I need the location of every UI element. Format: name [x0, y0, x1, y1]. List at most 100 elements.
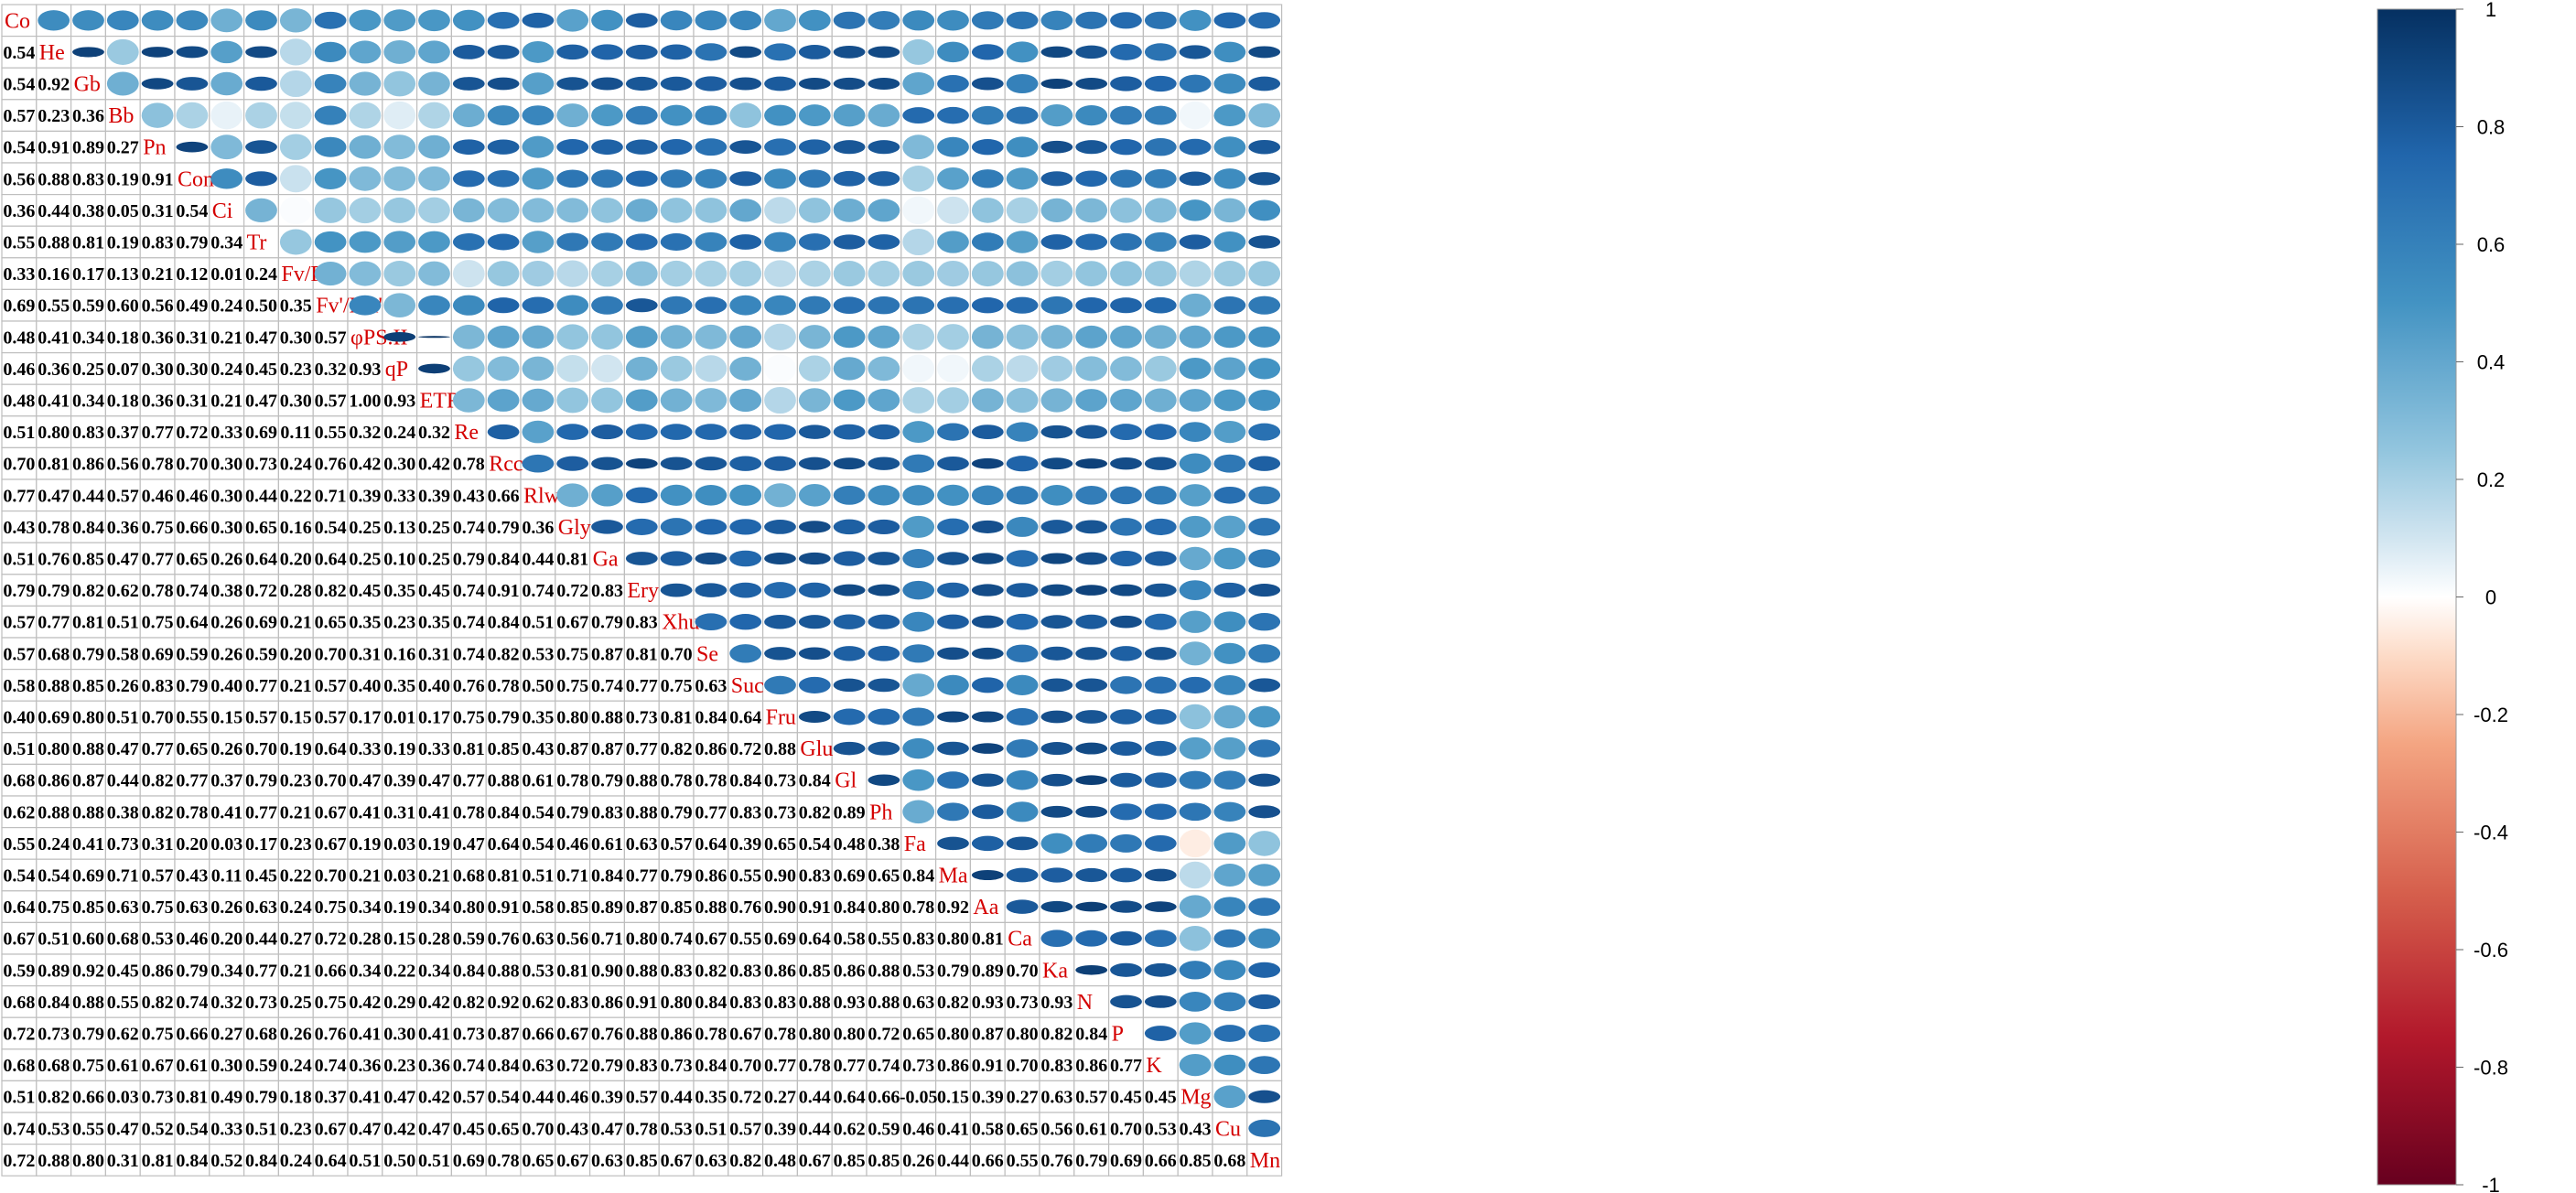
correlation-value-label: 0.36	[38, 360, 70, 380]
grid-cell	[347, 542, 383, 575]
correlation-ellipse	[1248, 199, 1281, 221]
correlation-value-label: 0.54	[3, 138, 35, 158]
correlation-value-label: 0.54	[488, 1088, 520, 1108]
correlation-value-label: 0.69	[834, 866, 866, 887]
correlation-ellipse	[971, 773, 1004, 787]
correlation-value-label: 0.62	[107, 581, 139, 601]
correlation-ellipse	[798, 139, 831, 156]
correlation-ellipse	[72, 47, 104, 58]
correlation-value-label: 0.78	[902, 897, 934, 918]
correlation-ellipse	[1179, 676, 1212, 693]
correlation-ellipse	[1110, 424, 1142, 441]
correlation-value-label: 0.72	[868, 1025, 900, 1045]
correlation-ellipse	[729, 550, 762, 567]
grid-cell	[174, 257, 210, 290]
correlation-value-label: 0.78	[764, 1025, 796, 1045]
grid-cell	[1, 4, 38, 38]
correlation-ellipse	[695, 43, 728, 61]
correlation-value-label: 0.72	[556, 581, 588, 601]
correlation-ellipse	[729, 171, 762, 187]
correlation-ellipse	[1075, 710, 1108, 724]
correlation-value-label: 0.76	[591, 1025, 623, 1045]
correlation-ellipse	[868, 199, 900, 222]
correlation-value-label: 0.41	[349, 802, 381, 822]
correlation-value-label: 0.55	[729, 866, 761, 887]
correlation-value-label: 0.67	[695, 930, 727, 950]
correlation-ellipse	[1006, 422, 1039, 442]
grid-cell	[174, 637, 210, 671]
correlation-value-label: 0.72	[729, 739, 761, 759]
correlation-ellipse	[971, 169, 1004, 188]
correlation-value-label: 0.67	[556, 613, 588, 633]
correlation-value-label: 0.86	[591, 993, 623, 1013]
grid-cell	[277, 605, 314, 639]
grid-cell	[36, 130, 72, 164]
correlation-value-label: 0.24	[245, 264, 277, 285]
correlation-ellipse	[833, 485, 866, 505]
correlation-value-label: 0.81	[176, 1088, 208, 1108]
correlation-value-label: 0.27	[210, 1025, 243, 1045]
variable-label: Co	[5, 9, 30, 33]
correlation-ellipse	[764, 386, 796, 414]
correlation-ellipse	[1248, 739, 1281, 758]
correlation-value-label: 0.57	[661, 834, 693, 854]
correlation-value-label: 0.58	[3, 676, 35, 696]
variable-label: Xhu	[662, 611, 699, 635]
correlation-value-label: 0.03	[107, 1088, 139, 1108]
grid-cell	[36, 67, 72, 101]
correlation-value-label: 0.15	[280, 708, 312, 728]
correlation-ellipse	[1213, 960, 1246, 981]
correlation-value-label: 0.82	[488, 644, 520, 664]
correlation-value-label: 0.71	[591, 930, 623, 950]
correlation-value-label: 0.35	[349, 613, 381, 633]
correlation-value-label: 0.68	[453, 866, 485, 887]
correlation-value-label: 0.66	[972, 1151, 1004, 1171]
correlation-value-label: 0.85	[488, 739, 520, 759]
correlation-ellipse	[1248, 1056, 1281, 1074]
correlation-value-label: 0.45	[349, 581, 381, 601]
correlation-value-label: 0.73	[38, 1025, 70, 1045]
correlation-ellipse	[314, 197, 347, 223]
correlation-value-label: 0.77	[626, 866, 658, 887]
correlation-value-label: 0.83	[626, 613, 658, 633]
correlation-value-label: 0.33	[383, 486, 415, 506]
correlation-value-label: 0.47	[349, 771, 381, 791]
correlation-ellipse	[1110, 962, 1142, 977]
correlation-ellipse	[1040, 325, 1073, 349]
grid-cell	[104, 763, 141, 797]
correlation-value-label: 0.74	[868, 1056, 900, 1076]
correlation-ellipse	[833, 457, 866, 470]
variable-label: Gly	[558, 516, 591, 540]
correlation-value-label: 0.45	[1110, 1088, 1142, 1108]
correlation-value-label: 0.91	[799, 897, 831, 918]
correlation-value-label: 0.77	[1110, 1056, 1142, 1076]
correlation-value-label: 0.65	[902, 1025, 934, 1045]
correlation-value-label: 0.77	[626, 676, 658, 696]
correlation-value-label: 0.41	[349, 1025, 381, 1045]
correlation-value-label: 0.43	[522, 739, 554, 759]
correlation-value-label: 0.05	[107, 201, 139, 221]
correlation-ellipse	[245, 102, 277, 129]
correlation-value-label: 0.67	[661, 1151, 693, 1171]
correlation-ellipse	[902, 107, 935, 124]
correlation-value-label: 0.80	[38, 739, 70, 759]
correlation-value-label: 0.68	[245, 1025, 277, 1045]
correlation-value-label: 0.68	[1213, 1151, 1245, 1171]
correlation-ellipse	[833, 614, 866, 629]
correlation-ellipse	[245, 10, 277, 31]
correlation-value-label: 0.39	[764, 1119, 796, 1139]
correlation-value-label: 0.24	[38, 834, 70, 854]
correlation-ellipse	[971, 615, 1004, 629]
correlation-ellipse	[522, 72, 555, 95]
correlation-ellipse	[1213, 704, 1246, 729]
correlation-value-label: 0.73	[142, 1088, 174, 1108]
correlation-value-label: 0.57	[3, 106, 35, 126]
variable-label: Ph	[869, 801, 892, 824]
correlation-value-label: 0.30	[142, 360, 174, 380]
grid-cell	[312, 415, 349, 448]
grid-cell	[139, 668, 176, 702]
correlation-value-label: 0.69	[453, 1151, 485, 1171]
correlation-value-label: 0.44	[661, 1088, 693, 1108]
correlation-value-label: 0.81	[556, 550, 588, 570]
correlation-ellipse	[314, 11, 347, 29]
